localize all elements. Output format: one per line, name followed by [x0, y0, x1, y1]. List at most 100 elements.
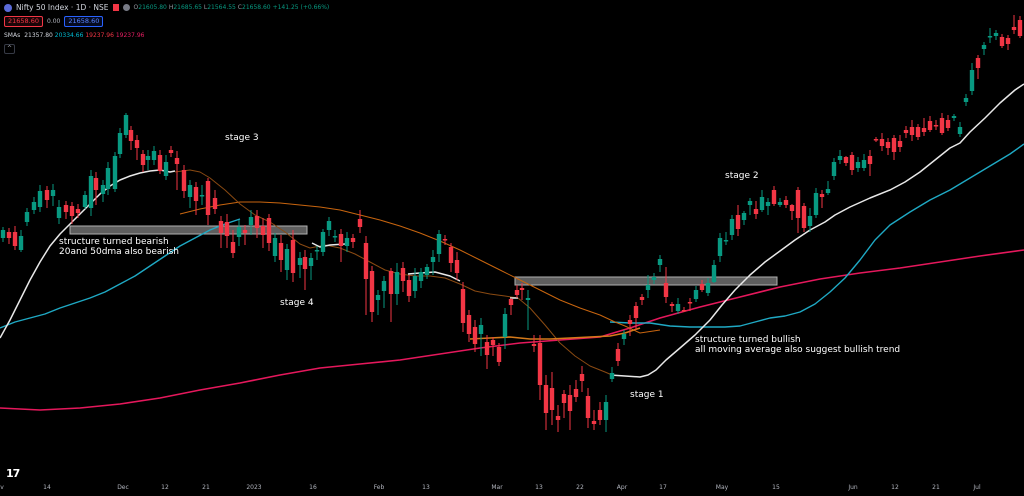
candle-body[interactable] [31, 202, 37, 210]
candle-body[interactable] [825, 189, 831, 193]
candle-body[interactable] [525, 298, 531, 300]
candle-body[interactable] [891, 138, 897, 152]
candle-body[interactable] [230, 242, 236, 253]
candle-body[interactable] [975, 58, 981, 68]
candle-body[interactable] [424, 267, 430, 275]
candle-body[interactable] [561, 394, 567, 403]
candle-body[interactable] [514, 290, 520, 295]
candle-body[interactable] [873, 139, 879, 141]
candle-body[interactable] [567, 395, 573, 411]
candle-body[interactable] [117, 133, 123, 154]
candle-body[interactable] [807, 216, 813, 226]
candle-body[interactable] [338, 234, 344, 246]
candle-body[interactable] [508, 299, 514, 305]
candle-body[interactable] [717, 238, 723, 256]
candle-body[interactable] [867, 156, 873, 164]
candle-body[interactable] [759, 197, 765, 210]
candle-body[interactable] [466, 315, 472, 334]
candle-body[interactable] [921, 128, 927, 132]
candle-body[interactable] [448, 247, 454, 263]
candle-body[interactable] [18, 236, 24, 250]
candle-body[interactable] [388, 271, 394, 294]
candle-body[interactable] [645, 285, 651, 290]
flag-icon[interactable] [112, 4, 119, 11]
candle-body[interactable] [37, 191, 43, 207]
candle-body[interactable] [266, 218, 272, 243]
candle-body[interactable] [795, 190, 801, 218]
candle-body[interactable] [472, 327, 478, 344]
candle-body[interactable] [242, 230, 248, 233]
candle-body[interactable] [187, 185, 193, 197]
candle-body[interactable] [531, 344, 537, 346]
candle-body[interactable] [205, 181, 211, 215]
candle-body[interactable] [375, 295, 381, 300]
candle-body[interactable] [627, 320, 633, 324]
candle-body[interactable] [699, 284, 705, 290]
candle-body[interactable] [1011, 27, 1017, 30]
candle-body[interactable] [400, 268, 406, 281]
candle-body[interactable] [1005, 38, 1011, 44]
candle-body[interactable] [332, 236, 338, 238]
candle-body[interactable] [537, 343, 543, 385]
candle-body[interactable] [753, 209, 759, 214]
candle-body[interactable] [350, 238, 356, 242]
candle-body[interactable] [837, 156, 843, 160]
candle-body[interactable] [454, 260, 460, 273]
candle-body[interactable] [199, 195, 205, 197]
candle-body[interactable] [278, 243, 284, 260]
candle-body[interactable] [549, 388, 555, 410]
candle-body[interactable] [478, 325, 484, 334]
time-axis[interactable]: v 14 Dec 12 21 2023 16 Feb 13 Mar 13 22 Apr 17 May 15 Ju… [0, 484, 1024, 496]
candle-body[interactable] [236, 227, 242, 237]
candle-body[interactable] [801, 206, 807, 228]
candle-body[interactable] [50, 190, 56, 196]
candle-body[interactable] [442, 239, 448, 241]
candle-body[interactable] [490, 340, 496, 345]
symbol-title[interactable]: Nifty 50 Index · 1D · NSE [16, 3, 109, 12]
candle-body[interactable] [555, 416, 561, 420]
candle-body[interactable] [69, 206, 75, 216]
candle-body[interactable] [639, 297, 645, 300]
candle-body[interactable] [163, 162, 169, 176]
candle-body[interactable] [969, 70, 975, 91]
candle-body[interactable] [909, 127, 915, 135]
candle-body[interactable] [44, 190, 50, 200]
candle-body[interactable] [406, 280, 412, 296]
candle-body[interactable] [711, 265, 717, 282]
candle-body[interactable] [381, 281, 387, 291]
candle-body[interactable] [609, 373, 615, 379]
candle-body[interactable] [741, 213, 747, 220]
candle-body[interactable] [123, 115, 129, 135]
candle-body[interactable] [855, 162, 861, 168]
candle-body[interactable] [735, 215, 741, 229]
candle-body[interactable] [651, 277, 657, 280]
candle-body[interactable] [987, 36, 993, 38]
candle-body[interactable] [224, 222, 230, 236]
structure-zone[interactable] [69, 225, 308, 235]
candle-body[interactable] [193, 187, 199, 201]
candle-body[interactable] [879, 139, 885, 146]
candle-body[interactable] [963, 98, 969, 102]
candle-body[interactable] [168, 150, 174, 153]
buy-button[interactable]: 21658.60 [64, 16, 104, 27]
candle-body[interactable] [248, 217, 254, 225]
candle-body[interactable] [394, 272, 400, 294]
candle-body[interactable] [284, 249, 290, 270]
candle-body[interactable] [93, 178, 99, 190]
candle-body[interactable] [885, 142, 891, 148]
candle-body[interactable] [771, 190, 777, 204]
candle-body[interactable] [813, 193, 819, 215]
candle-body[interactable] [140, 154, 146, 165]
candle-body[interactable] [272, 238, 278, 256]
candle-body[interactable] [633, 306, 639, 318]
candle-body[interactable] [151, 151, 157, 160]
candle-body[interactable] [573, 389, 579, 397]
candle-body[interactable] [951, 116, 957, 118]
candle-body[interactable] [134, 140, 140, 148]
candle-body[interactable] [981, 45, 987, 49]
candle-body[interactable] [430, 257, 436, 262]
candle-body[interactable] [705, 283, 711, 293]
candle-body[interactable] [585, 396, 591, 418]
candle-body[interactable] [363, 243, 369, 279]
candle-body[interactable] [843, 157, 849, 163]
